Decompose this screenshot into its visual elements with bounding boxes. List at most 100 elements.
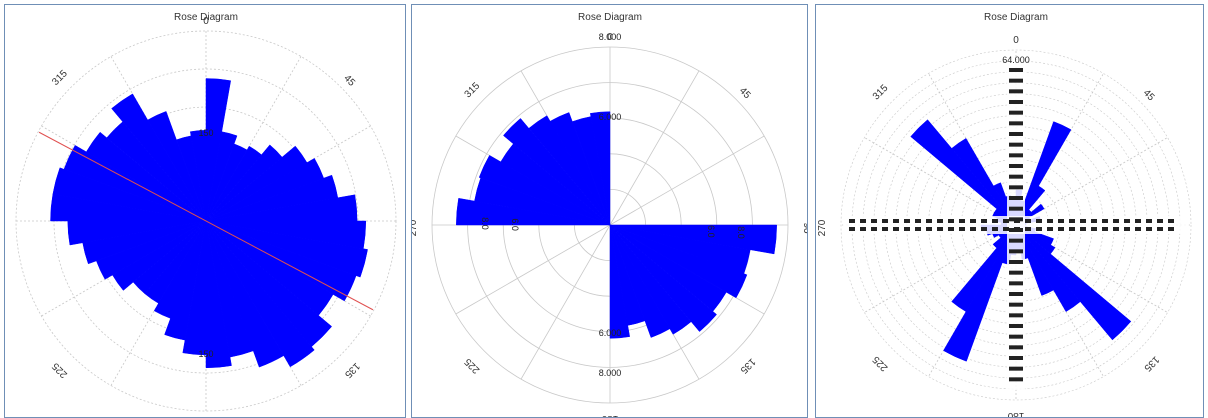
direction-label: 45 (737, 86, 753, 102)
rose-petal (52, 167, 207, 222)
scale-tick-horizontal (904, 227, 910, 231)
scale-tick-horizontal (1058, 219, 1064, 223)
scale-tick-horizontal (1036, 227, 1042, 231)
scale-tick-horizontal (992, 227, 998, 231)
scale-tick-vertical (1009, 164, 1023, 168)
rose-petal (164, 220, 207, 341)
direction-label: 315 (50, 68, 70, 88)
rose-petal (147, 111, 207, 222)
rose-petal (85, 131, 207, 222)
scale-tick-horizontal (1091, 227, 1097, 231)
ring-label: 6.0 (510, 218, 520, 231)
scale-tick-horizontal (1036, 219, 1042, 223)
rose-petal (190, 130, 207, 222)
scale-tick-horizontal (970, 219, 976, 223)
rose-petal (943, 224, 1017, 362)
rose-petal (609, 224, 748, 299)
rose-petal (205, 220, 315, 368)
direction-label: 90 (801, 222, 808, 234)
scale-tick-horizontal (1003, 219, 1009, 223)
rose-petal (111, 93, 207, 222)
scale-tick-horizontal (1069, 219, 1075, 223)
scale-cross (843, 60, 1189, 390)
rose-diagram-1: Rose Diagram15015004590135180225270315 (15, 12, 397, 412)
scale-tick-horizontal (915, 227, 921, 231)
scale-tick-horizontal (1113, 227, 1119, 231)
ring-label: 8.0 (480, 217, 490, 230)
scale-tick-vertical (1009, 89, 1023, 94)
rose-diagram-2: Rose Diagram 8.000 6.000 6.000 8.000 6.0 8.0 6.… (412, 12, 808, 418)
rose-petal (609, 224, 692, 335)
direction-label: 45 (341, 73, 357, 89)
ring-label: 6.000 (599, 328, 622, 338)
scale-tick-horizontal (893, 219, 899, 223)
chart-title: Rose Diagram (984, 12, 1048, 23)
direction-label: 180 (601, 413, 618, 418)
scale-tick-horizontal (1014, 227, 1020, 231)
rose-panel-1: Rose Diagram15015004590135180225270315 (4, 4, 406, 418)
scale-tick-horizontal (981, 219, 987, 223)
ring-label: 6.000 (599, 112, 622, 122)
rose-petal (609, 224, 671, 338)
scale-tick-horizontal (1091, 219, 1097, 223)
scale-tick-horizontal (926, 227, 932, 231)
scale-tick-horizontal (1157, 219, 1163, 223)
grid-spoke (609, 70, 700, 226)
scale-tick-horizontal (1025, 227, 1031, 231)
direction-label: 270 (412, 219, 419, 236)
rose-petal (205, 220, 232, 369)
scale-tick-horizontal (1135, 227, 1141, 231)
direction-label: 315 (463, 80, 483, 100)
rose-petal (951, 224, 1017, 312)
scale-tick-horizontal (882, 227, 888, 231)
scale-tick-horizontal (937, 227, 943, 231)
scale-tick-horizontal (893, 227, 899, 231)
scale-tick-horizontal (1146, 227, 1152, 231)
grid-spoke (520, 224, 611, 380)
rose-petal (205, 220, 285, 368)
scale-tick-horizontal (937, 219, 943, 223)
ring-label: 8.000 (599, 32, 622, 42)
chart-title: Rose Diagram (174, 12, 238, 23)
scale-tick-horizontal (871, 219, 877, 223)
rose-petal (503, 118, 611, 226)
scale-tick-horizontal (1168, 219, 1174, 223)
scale-tick-vertical (1009, 185, 1023, 190)
scale-tick-vertical (1009, 174, 1023, 179)
scale-tick-vertical (1009, 366, 1023, 371)
scale-tick-vertical (1009, 100, 1023, 104)
scale-tick-horizontal (1146, 219, 1152, 223)
scale-tick-horizontal (871, 227, 877, 231)
scale-tick-horizontal (1003, 227, 1009, 231)
ring-label: 64.000 (1002, 55, 1030, 65)
direction-label: 45 (1141, 88, 1157, 104)
scale-tick-vertical (1009, 238, 1023, 243)
scale-tick-vertical (1009, 324, 1023, 328)
petals (50, 78, 368, 369)
scale-tick-horizontal (1080, 219, 1086, 223)
rose-petal (528, 115, 611, 226)
scale-tick-horizontal (849, 219, 855, 223)
scale-tick-vertical (1009, 153, 1023, 158)
scale-tick-vertical (1009, 313, 1023, 318)
scale-tick-vertical (1009, 142, 1023, 147)
grid-spoke (455, 224, 611, 315)
grid-ring (840, 49, 1192, 401)
direction-label: 135 (737, 356, 757, 376)
direction-label: 225 (871, 353, 891, 373)
scale-tick-horizontal (970, 227, 976, 231)
scale-tick-horizontal (1058, 227, 1064, 231)
scale-tick-horizontal (948, 227, 954, 231)
scale-tick-horizontal (1124, 219, 1130, 223)
scale-tick-horizontal (1047, 219, 1053, 223)
rose-petal (1015, 224, 1132, 341)
scale-tick-vertical (1009, 206, 1023, 211)
rose-petal (549, 112, 611, 226)
direction-label: 0 (607, 32, 613, 43)
ring-label: 8.0 (736, 226, 746, 239)
scale-tick-horizontal (992, 219, 998, 223)
scale-tick-horizontal (981, 227, 987, 231)
scale-tick-vertical (1009, 249, 1023, 254)
